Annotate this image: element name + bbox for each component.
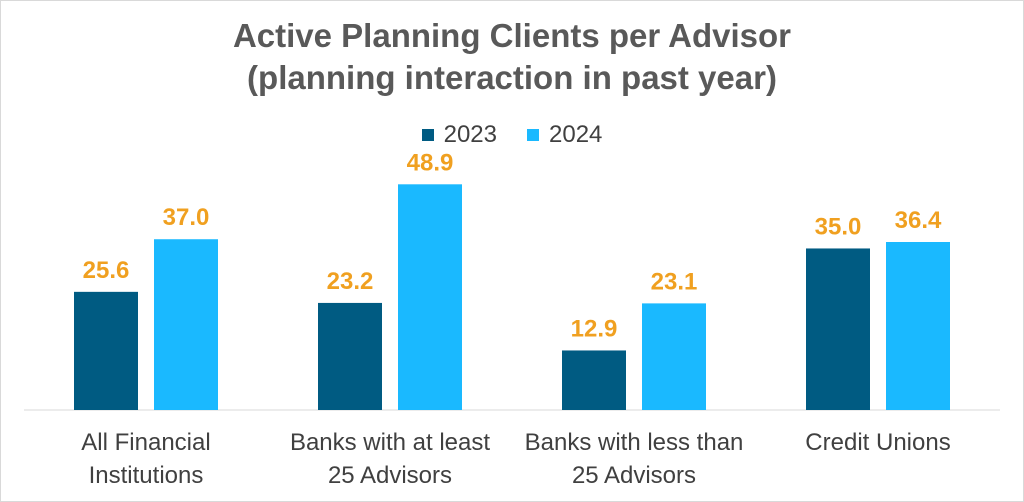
chart-title: Active Planning Clients per Advisor [232, 17, 792, 54]
data-label-2024-1: 48.9 [407, 149, 454, 176]
category-label-1-1: 25 Advisors [328, 462, 452, 489]
category-label-0-1: Institutions [89, 462, 204, 489]
legend-swatch-2023 [421, 129, 434, 141]
bar-2024-0 [154, 239, 218, 410]
bar-2024-3 [886, 242, 950, 410]
data-label-2024-0: 37.0 [163, 204, 210, 231]
legend-label-2023: 2023 [443, 121, 497, 148]
category-label-3-0: Credit Unions [805, 429, 950, 456]
data-label-2023-3: 35.0 [815, 213, 862, 240]
bar-2024-2 [642, 303, 706, 410]
category-label-2-1: 25 Advisors [572, 462, 696, 489]
bar-2023-3 [806, 248, 870, 410]
category-label-2-0: Banks with less than [525, 429, 744, 456]
data-label-2024-3: 36.4 [895, 207, 942, 234]
bar-2023-1 [318, 302, 382, 410]
legend: 2023 2024 [0, 121, 1024, 149]
bar-2024-1 [398, 184, 462, 410]
data-label-2023-1: 23.2 [327, 268, 374, 295]
bar-2023-2 [562, 350, 626, 410]
bar-2023-0 [74, 291, 138, 410]
data-label-2023-2: 12.9 [571, 315, 618, 342]
data-label-2023-0: 25.6 [83, 257, 130, 284]
chart-subtitle: (planning interaction in past year) [247, 59, 777, 96]
legend-item-2024: 2024 [527, 121, 602, 149]
legend-label-2024: 2024 [549, 121, 603, 148]
data-label-2024-2: 23.1 [651, 268, 698, 295]
legend-item-2023: 2023 [421, 121, 497, 149]
category-label-0-0: All Financial [81, 429, 210, 456]
category-label-1-0: Banks with at least [290, 429, 490, 456]
legend-swatch-2024 [527, 129, 539, 141]
